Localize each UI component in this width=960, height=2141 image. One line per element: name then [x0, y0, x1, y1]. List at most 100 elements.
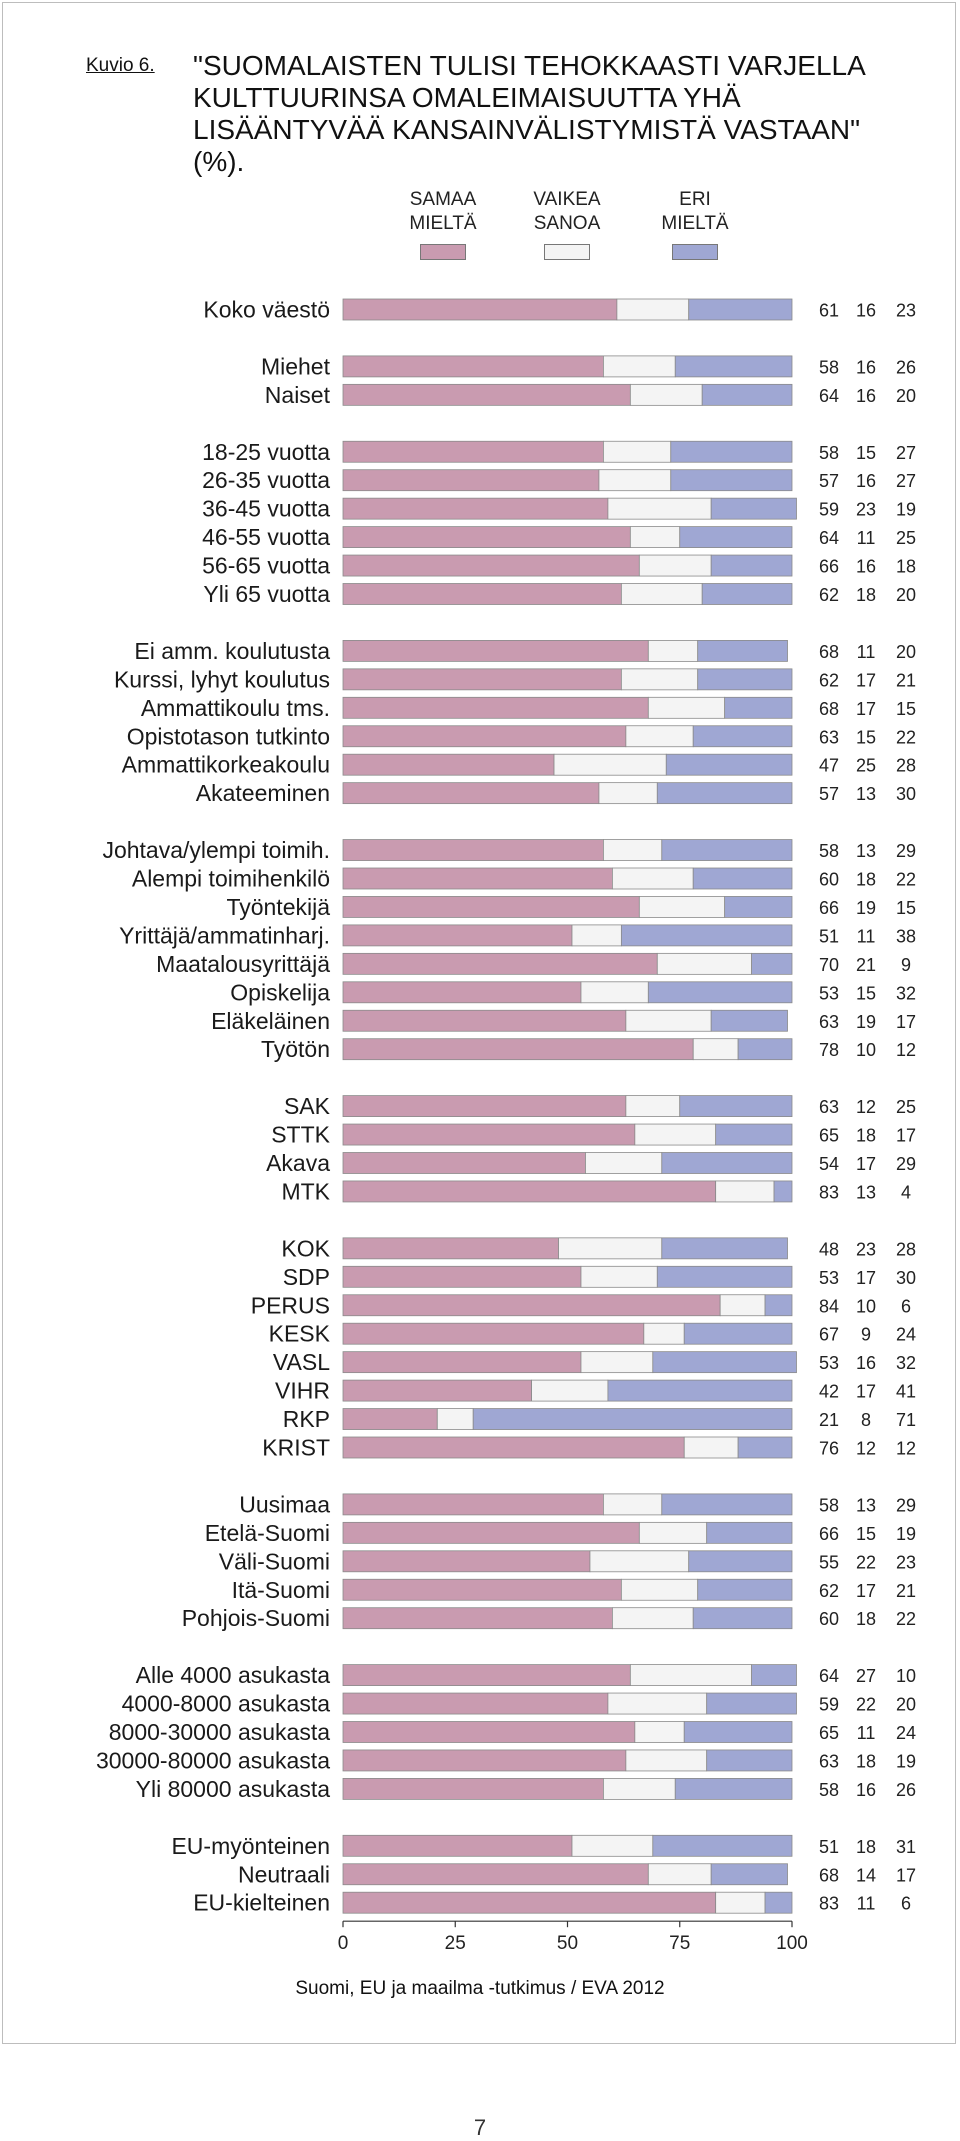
bar-segment-disagree [679, 526, 793, 548]
bar-segment-agree [342, 1578, 622, 1601]
bar-segment-disagree [751, 1664, 797, 1686]
value-label-agree: 21 [819, 1410, 839, 1430]
bar-segment-disagree [661, 1237, 788, 1260]
bar-segment-undecided [580, 981, 649, 1004]
value-label-agree: 66 [819, 1524, 839, 1544]
category-label: VIHR [275, 1378, 330, 1404]
value-label-disagree: 30 [896, 1268, 916, 1288]
category-label: EU-kielteinen [193, 1890, 330, 1916]
value-label-undecided: 11 [857, 642, 876, 662]
value-label-undecided: 17 [856, 699, 876, 719]
bar-segment-undecided [558, 1237, 663, 1260]
value-label-undecided: 15 [856, 443, 876, 463]
value-label-disagree: 19 [896, 1524, 916, 1544]
x-tick-label: 0 [338, 1933, 349, 1954]
value-label-undecided: 18 [856, 1837, 876, 1857]
value-label-disagree: 22 [896, 870, 916, 890]
value-label-disagree: 27 [896, 471, 916, 491]
bar-segment-undecided [620, 668, 699, 691]
bar-segment-agree [342, 867, 613, 890]
value-label-disagree: 23 [896, 1552, 916, 1572]
value-label-disagree: 19 [896, 500, 916, 520]
bar-segment-undecided [612, 1607, 694, 1630]
value-label-undecided: 14 [856, 1865, 876, 1885]
value-label-disagree: 15 [896, 898, 916, 918]
legend-agree-swatch [420, 244, 466, 260]
bar-segment-disagree [724, 696, 793, 719]
category-label: Opiskelija [230, 979, 330, 1005]
value-label-agree: 58 [819, 1495, 839, 1515]
value-label-agree: 70 [819, 955, 839, 975]
value-label-undecided: 17 [856, 1268, 876, 1288]
value-label-disagree: 25 [896, 528, 916, 548]
value-label-undecided: 16 [856, 301, 876, 321]
value-label-disagree: 32 [896, 1353, 916, 1373]
category-label: VASL [273, 1349, 330, 1375]
category-label: Ammattikoulu tms. [141, 695, 330, 721]
value-label-undecided: 19 [856, 898, 876, 918]
bar-segment-agree [342, 1351, 582, 1374]
value-label-undecided: 12 [856, 1439, 876, 1459]
value-label-undecided: 19 [856, 1012, 876, 1032]
legend-undecided: VAIKEA SANOA [528, 188, 606, 260]
bar-segment-undecided [634, 1721, 685, 1743]
bar-segment-agree [342, 1721, 636, 1743]
category-label: PERUS [251, 1292, 330, 1318]
category-label: Kurssi, lyhyt koulutus [114, 666, 330, 692]
value-label-disagree: 17 [896, 1865, 916, 1885]
bar-segment-undecided [620, 583, 703, 605]
bar-segment-disagree [661, 1493, 793, 1516]
value-label-agree: 58 [819, 1780, 839, 1800]
value-label-agree: 53 [819, 983, 839, 1003]
bar-segment-undecided [625, 725, 694, 748]
value-label-disagree: 32 [896, 983, 916, 1003]
value-label-agree: 64 [819, 1666, 839, 1686]
value-label-undecided: 16 [856, 1353, 876, 1373]
value-label-undecided: 11 [857, 926, 876, 946]
value-label-agree: 78 [819, 1040, 839, 1060]
value-label-undecided: 11 [857, 1894, 876, 1914]
value-label-disagree: 30 [896, 784, 916, 804]
bar-segment-disagree [683, 1721, 793, 1743]
category-label: Akateeminen [196, 780, 330, 806]
bar-segment-agree [342, 1664, 631, 1686]
value-label-disagree: 28 [896, 756, 916, 776]
value-label-undecided: 16 [856, 357, 876, 377]
bar-segment-disagree [656, 1265, 793, 1288]
value-label-undecided: 23 [856, 1239, 876, 1259]
bar-segment-agree [342, 839, 604, 861]
legend-agree: SAMAA MIELTÄ [404, 188, 482, 260]
value-label-disagree: 15 [896, 699, 916, 719]
bar-segment-disagree [751, 952, 793, 975]
bar-segment-agree [342, 1294, 721, 1317]
category-label: Yli 65 vuotta [203, 581, 330, 607]
bar-segment-disagree [701, 383, 793, 406]
bar-segment-undecided [571, 1834, 654, 1857]
value-label-disagree: 25 [896, 1097, 916, 1117]
category-label: KRIST [262, 1435, 330, 1461]
value-label-agree: 84 [819, 1296, 839, 1316]
category-label: Ammattikorkeakoulu [122, 752, 330, 778]
value-label-agree: 63 [819, 727, 839, 747]
value-label-undecided: 18 [856, 870, 876, 890]
bar-segment-disagree [674, 355, 793, 378]
bar-segment-undecided [598, 469, 672, 492]
category-label: Väli-Suomi [219, 1548, 330, 1574]
value-label-undecided: 18 [856, 1751, 876, 1771]
value-label-agree: 60 [819, 870, 839, 890]
value-label-agree: 51 [819, 926, 839, 946]
category-label: 46-55 vuotta [202, 524, 330, 550]
bar-segment-agree [342, 952, 658, 975]
value-label-agree: 66 [819, 898, 839, 918]
bar-segment-disagree [697, 668, 793, 691]
legend-undecided-line2: SANOA [533, 213, 601, 234]
bar-segment-disagree [607, 1379, 793, 1402]
value-label-disagree: 17 [896, 1126, 916, 1146]
bar-segment-disagree [710, 1009, 788, 1032]
category-label: Alle 4000 asukasta [136, 1662, 331, 1688]
value-label-disagree: 6 [901, 1894, 911, 1914]
bar-segment-undecided [638, 896, 726, 918]
legend-undecided-line1: VAIKEA [533, 189, 601, 210]
bar-segment-agree [342, 1408, 438, 1430]
